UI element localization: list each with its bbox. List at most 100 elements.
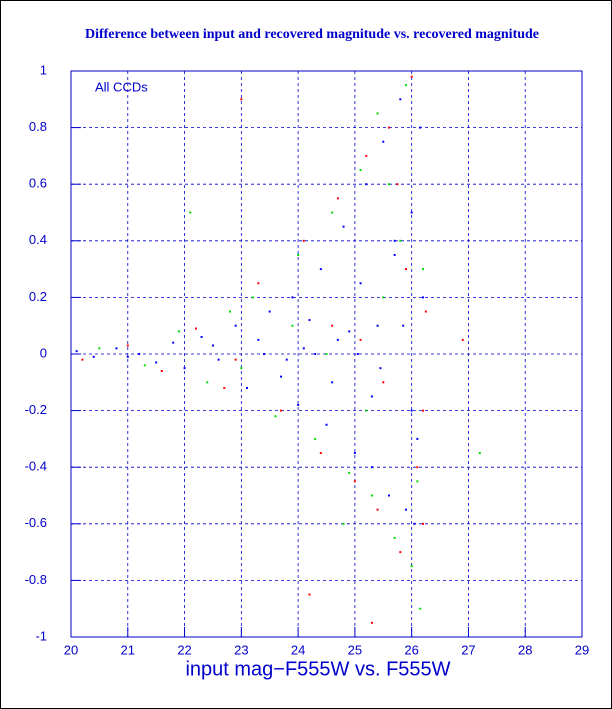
point [376,324,379,327]
point [370,395,373,398]
x-tick-label: 29 [575,642,589,657]
point [234,324,237,327]
point [365,154,368,157]
point [263,353,266,355]
point [75,350,78,353]
point [234,358,237,361]
point [365,183,368,186]
point [126,344,129,347]
point [379,367,382,370]
point [194,327,197,330]
point [348,330,351,333]
point [81,358,84,361]
point [280,375,283,378]
y-tick-label: 0.4 [29,232,47,247]
point [416,480,419,483]
point [393,253,396,256]
point [396,183,399,186]
point [422,522,425,525]
point [376,112,379,115]
point [314,353,317,355]
point [246,386,249,389]
point [302,239,305,242]
y-tick-label: -0.4 [25,459,47,474]
x-tick-label: 27 [461,642,475,657]
point [325,353,328,355]
point [319,268,322,271]
point [410,75,413,78]
point [342,225,345,228]
point [160,369,163,372]
x-tick-label: 24 [291,642,305,657]
point [319,452,322,455]
point [314,437,317,440]
x-tick-label: 25 [348,642,362,657]
point [353,480,356,483]
point [404,268,407,271]
point [422,268,425,271]
point [370,621,373,624]
point [356,353,359,355]
point [126,355,129,358]
point [251,296,254,299]
point [419,607,422,610]
point [393,239,396,242]
y-tick-label: -1 [35,628,47,643]
point [98,347,101,350]
y-tick-label: -0.2 [25,402,47,417]
point [155,361,158,364]
point [382,140,385,143]
x-axis-label: input mag−F555W vs. F555W [185,658,450,680]
point [138,353,141,355]
point [280,409,283,412]
x-tick-label: 22 [177,642,191,657]
x-tick-label: 21 [121,642,135,657]
point [115,347,118,350]
point [359,338,362,341]
point [402,324,405,327]
point [382,296,385,299]
plot-frame [70,70,583,638]
point [223,386,226,389]
point [342,522,345,525]
point [331,324,334,327]
point [217,358,220,361]
point [399,98,402,101]
point [410,565,413,568]
point [331,211,334,214]
point [399,551,402,554]
point [325,423,328,426]
point [302,347,305,350]
point [376,508,379,511]
point [370,466,373,469]
point [422,296,425,299]
point [359,282,362,285]
point [422,409,425,412]
point [416,437,419,440]
point [268,310,271,313]
point [240,98,243,101]
y-tick-label: 0.2 [29,289,47,304]
point [359,169,362,172]
point [143,364,146,367]
point [419,126,422,129]
point [183,367,186,370]
point [416,466,419,469]
point [257,282,260,285]
point [404,508,407,511]
point [410,211,413,214]
point [461,338,464,341]
x-tick-label: 28 [518,642,532,657]
point [172,341,175,344]
point [211,344,214,347]
point [297,253,300,256]
point [404,84,407,87]
annotation: All CCDs [95,79,148,94]
point [399,239,402,242]
x-tick-label: 20 [64,642,78,657]
point [308,319,311,322]
point [206,381,209,384]
x-tick-label: 23 [234,642,248,657]
y-tick-label: -0.8 [25,572,47,587]
